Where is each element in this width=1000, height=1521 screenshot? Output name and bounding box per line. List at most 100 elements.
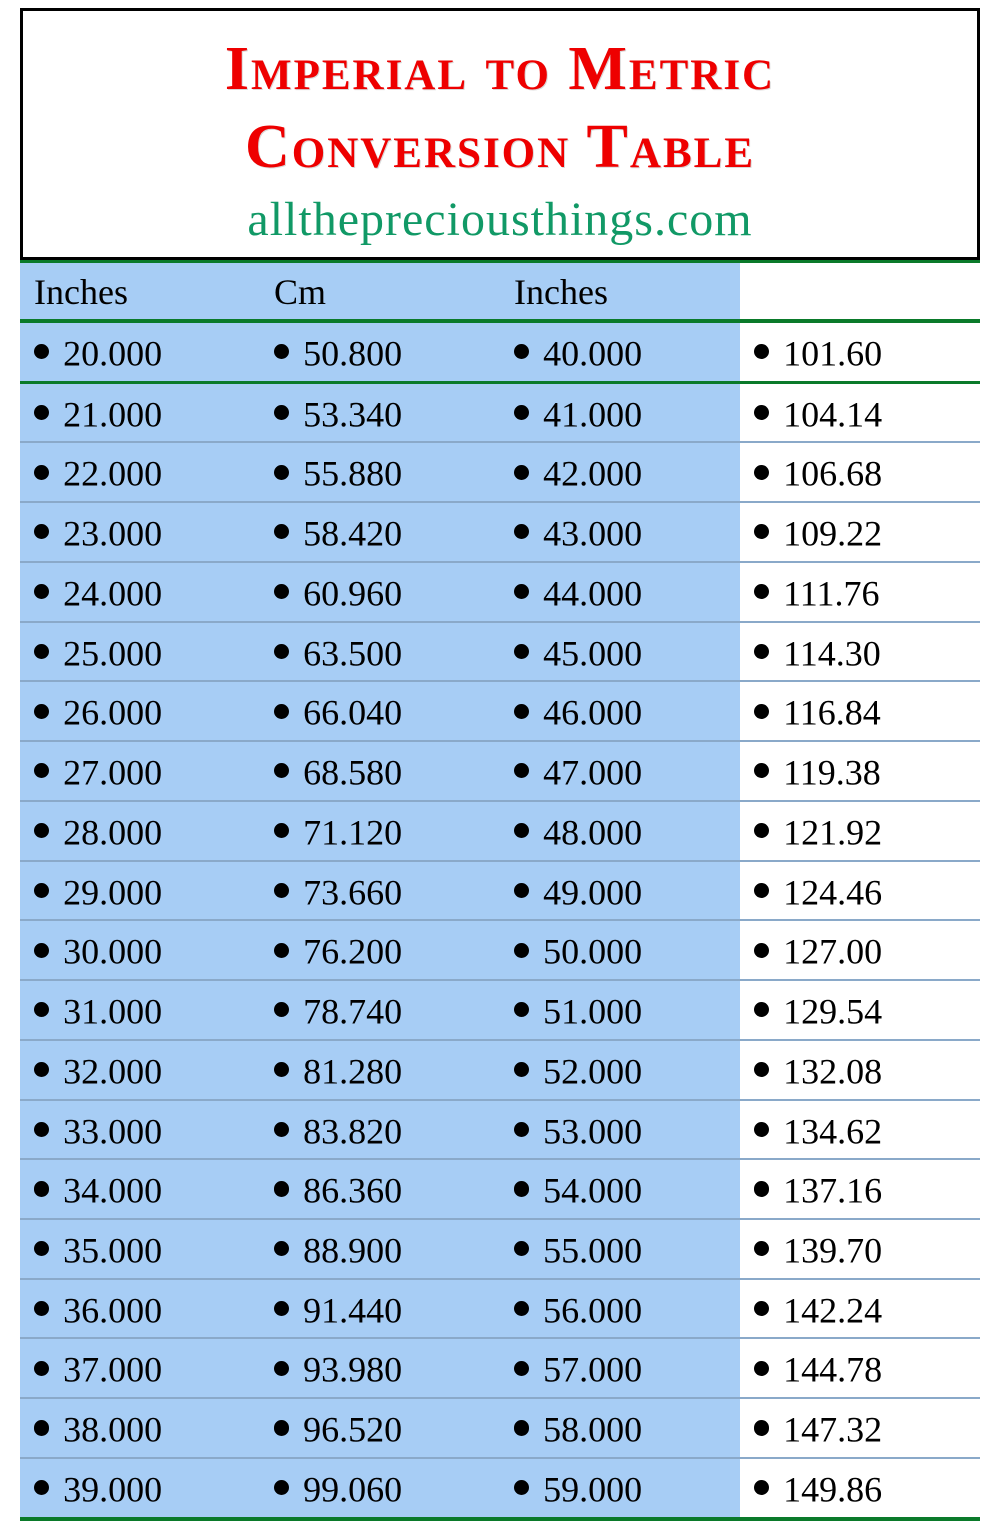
cell-value: 144.78 [783,1350,882,1390]
table-cell: 55.000 [500,1219,740,1279]
table-cell: 51.000 [500,980,740,1040]
cell-value: 26.000 [63,693,162,733]
cell-value: 124.46 [783,872,882,912]
table-row: 23.00058.42043.000109.22 [20,502,980,562]
bullet-icon [34,465,49,480]
bullet-icon [274,644,289,659]
bullet-icon [754,584,769,599]
bullet-icon [514,524,529,539]
cell-value: 60.960 [303,574,402,614]
bullet-icon [514,465,529,480]
bullet-icon [34,644,49,659]
cell-value: 66.040 [303,693,402,733]
bullet-icon [754,644,769,659]
bullet-icon [514,823,529,838]
cell-value: 134.62 [783,1111,882,1151]
cell-value: 54.000 [543,1171,642,1211]
table-cell: 104.14 [740,382,980,442]
table-cell: 127.00 [740,920,980,980]
bullet-icon [754,524,769,539]
table-row: 28.00071.12048.000121.92 [20,801,980,861]
bullet-icon [514,883,529,898]
table-row: 21.00053.34041.000104.14 [20,382,980,442]
table-cell: 121.92 [740,801,980,861]
bullet-icon [34,1062,49,1077]
table-cell: 47.000 [500,741,740,801]
table-cell: 91.440 [260,1279,500,1339]
table-row: 33.00083.82053.000134.62 [20,1100,980,1160]
bullet-icon [754,823,769,838]
table-cell: 129.54 [740,980,980,1040]
table-cell: 147.32 [740,1398,980,1458]
cell-value: 58.420 [303,514,402,554]
bullet-icon [514,584,529,599]
cell-value: 73.660 [303,872,402,912]
bullet-icon [754,405,769,420]
bullet-icon [754,883,769,898]
cell-value: 50.000 [543,932,642,972]
bullet-icon [274,524,289,539]
bullet-icon [34,1301,49,1316]
bullet-icon [274,1181,289,1196]
bullet-icon [274,1122,289,1137]
table-cell: 32.000 [20,1040,260,1100]
cell-value: 33.000 [63,1111,162,1151]
cell-value: 50.800 [303,334,402,374]
cell-value: 42.000 [543,454,642,494]
table-row: 27.00068.58047.000119.38 [20,741,980,801]
bullet-icon [274,763,289,778]
cell-value: 48.000 [543,813,642,853]
table-cell: 35.000 [20,1219,260,1279]
table-cell: 37.000 [20,1338,260,1398]
bullet-icon [34,823,49,838]
table-cell: 25.000 [20,622,260,682]
cell-value: 109.22 [783,514,882,554]
table-cell: 111.76 [740,562,980,622]
table-row: 22.00055.88042.000106.68 [20,442,980,502]
bullet-icon [754,1420,769,1435]
cell-value: 45.000 [543,633,642,673]
table-cell: 132.08 [740,1040,980,1100]
bullet-icon [274,584,289,599]
table-row: 32.00081.28052.000132.08 [20,1040,980,1100]
table-cell: 31.000 [20,980,260,1040]
cell-value: 142.24 [783,1290,882,1330]
table-row: 36.00091.44056.000142.24 [20,1279,980,1339]
cell-value: 27.000 [63,753,162,793]
bullet-icon [754,1480,769,1495]
table-cell: 22.000 [20,442,260,502]
bullet-icon [754,1181,769,1196]
cell-value: 32.000 [63,1052,162,1092]
table-cell: 60.960 [260,562,500,622]
bullet-icon [34,883,49,898]
cell-value: 81.280 [303,1052,402,1092]
table-cell: 20.000 [20,321,260,382]
table-cell: 56.000 [500,1279,740,1339]
table-cell: 29.000 [20,861,260,921]
column-header [740,262,980,322]
cell-value: 78.740 [303,992,402,1032]
table-row: 39.00099.06059.000149.86 [20,1458,980,1519]
cell-value: 119.38 [783,753,881,793]
table-cell: 50.800 [260,321,500,382]
bullet-icon [274,883,289,898]
table-cell: 58.000 [500,1398,740,1458]
bullet-icon [754,465,769,480]
bullet-icon [514,405,529,420]
bullet-icon [34,1420,49,1435]
bullet-icon [514,1062,529,1077]
bullet-icon [754,943,769,958]
table-cell: 54.000 [500,1159,740,1219]
table-cell: 134.62 [740,1100,980,1160]
bullet-icon [514,344,529,359]
table-cell: 55.880 [260,442,500,502]
table-row: 30.00076.20050.000127.00 [20,920,980,980]
bullet-icon [754,1062,769,1077]
cell-value: 55.880 [303,454,402,494]
bullet-icon [274,1301,289,1316]
cell-value: 21.000 [63,394,162,434]
bullet-icon [34,524,49,539]
cell-value: 37.000 [63,1350,162,1390]
column-header: Inches [500,262,740,322]
table-cell: 139.70 [740,1219,980,1279]
